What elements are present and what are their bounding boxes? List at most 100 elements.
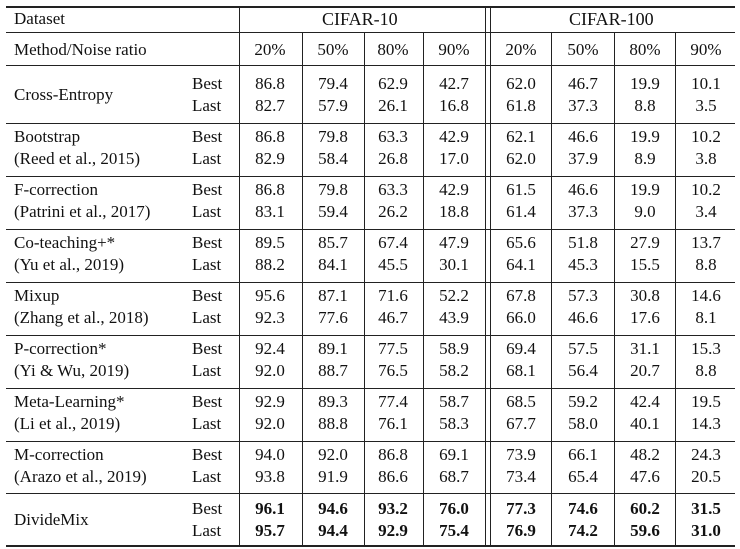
row-type-label: Last bbox=[192, 149, 222, 168]
table-cell: 19.9 bbox=[630, 180, 660, 199]
row-type-label: Last bbox=[192, 467, 222, 486]
table-cell: 45.3 bbox=[568, 255, 598, 274]
method-noise-header: Method/Noise ratio bbox=[14, 40, 147, 59]
table-cell: 88.8 bbox=[318, 414, 348, 433]
method-name: Mixup bbox=[14, 286, 60, 305]
method-name: DivideMix bbox=[14, 510, 89, 529]
table-cell: 58.7 bbox=[439, 392, 469, 411]
table-cell: 43.9 bbox=[439, 308, 469, 327]
table-cell: 86.8 bbox=[255, 180, 285, 199]
table-cell: 16.8 bbox=[439, 96, 469, 115]
table-cell: 8.8 bbox=[634, 96, 656, 115]
method-citation: (Zhang et al., 2018) bbox=[14, 308, 149, 327]
table-cell: 67.7 bbox=[506, 414, 536, 433]
row-type-label: Best bbox=[192, 233, 223, 252]
table-cell: 89.3 bbox=[318, 392, 348, 411]
table-cell: 58.3 bbox=[439, 414, 469, 433]
column-separator bbox=[485, 7, 487, 545]
table-cell: 92.4 bbox=[255, 339, 285, 358]
table-cell: 58.0 bbox=[568, 414, 598, 433]
table-cell: 75.4 bbox=[439, 521, 469, 540]
table-cell: 79.8 bbox=[318, 180, 348, 199]
horizontal-rule bbox=[6, 123, 735, 124]
horizontal-rule bbox=[6, 65, 735, 66]
table-cell: 60.2 bbox=[630, 499, 660, 518]
table-cell: 31.5 bbox=[691, 499, 721, 518]
table-cell: 82.7 bbox=[255, 96, 285, 115]
table-cell: 69.1 bbox=[439, 445, 469, 464]
table-cell: 73.9 bbox=[506, 445, 536, 464]
row-type-label: Last bbox=[192, 361, 222, 380]
table-cell: 69.4 bbox=[506, 339, 536, 358]
row-type-label: Last bbox=[192, 96, 222, 115]
table-cell: 15.3 bbox=[691, 339, 721, 358]
table-cell: 46.7 bbox=[378, 308, 408, 327]
table-cell: 89.1 bbox=[318, 339, 348, 358]
cifar10-header: CIFAR-10 bbox=[322, 9, 398, 29]
table-cell: 20.5 bbox=[691, 467, 721, 486]
horizontal-rule bbox=[6, 545, 735, 547]
table-cell: 86.8 bbox=[255, 127, 285, 146]
table-cell: 96.1 bbox=[255, 499, 285, 518]
table-cell: 64.1 bbox=[506, 255, 536, 274]
dataset-header: Dataset bbox=[14, 9, 65, 28]
table-cell: 58.2 bbox=[439, 361, 469, 380]
table-cell: 59.4 bbox=[318, 202, 348, 221]
method-name: P-correction* bbox=[14, 339, 107, 358]
row-type-label: Best bbox=[192, 180, 223, 199]
row-type-label: Best bbox=[192, 392, 223, 411]
table-cell: 17.6 bbox=[630, 308, 660, 327]
table-cell: 14.6 bbox=[691, 286, 721, 305]
table-cell: 85.7 bbox=[318, 233, 348, 252]
table-cell: 57.3 bbox=[568, 286, 598, 305]
table-cell: 20.7 bbox=[630, 361, 660, 380]
table-cell: 77.4 bbox=[378, 392, 408, 411]
table-cell: 42.4 bbox=[630, 392, 660, 411]
row-type-label: Last bbox=[192, 521, 222, 540]
table-cell: 76.9 bbox=[506, 521, 536, 540]
table-cell: 15.5 bbox=[630, 255, 660, 274]
table-cell: 19.9 bbox=[630, 127, 660, 146]
table-cell: 66.0 bbox=[506, 308, 536, 327]
table-cell: 88.2 bbox=[255, 255, 285, 274]
table-cell: 56.4 bbox=[568, 361, 598, 380]
table-cell: 8.8 bbox=[695, 361, 717, 380]
table-cell: 31.0 bbox=[691, 521, 721, 540]
table-cell: 94.6 bbox=[318, 499, 348, 518]
table-cell: 8.8 bbox=[695, 255, 717, 274]
table-cell: 93.8 bbox=[255, 467, 285, 486]
horizontal-rule bbox=[6, 32, 735, 33]
table-cell: 19.5 bbox=[691, 392, 721, 411]
table-cell: 62.9 bbox=[378, 74, 408, 93]
table-cell: 76.0 bbox=[439, 499, 469, 518]
table-cell: 92.3 bbox=[255, 308, 285, 327]
table-cell: 79.8 bbox=[318, 127, 348, 146]
table-cell: 89.5 bbox=[255, 233, 285, 252]
noise-ratio-header: 50% bbox=[567, 40, 599, 59]
table-cell: 62.0 bbox=[506, 149, 536, 168]
table-cell: 10.2 bbox=[691, 180, 721, 199]
table-cell: 51.8 bbox=[568, 233, 598, 252]
noise-ratio-header: 20% bbox=[254, 40, 286, 59]
method-citation: (Yi & Wu, 2019) bbox=[14, 361, 130, 380]
table-cell: 24.3 bbox=[691, 445, 721, 464]
row-type-label: Best bbox=[192, 74, 223, 93]
table-cell: 10.2 bbox=[691, 127, 721, 146]
table-cell: 73.4 bbox=[506, 467, 536, 486]
table-cell: 84.1 bbox=[318, 255, 348, 274]
horizontal-rule bbox=[6, 388, 735, 389]
horizontal-rule bbox=[6, 335, 735, 336]
table-cell: 30.1 bbox=[439, 255, 469, 274]
table-cell: 68.7 bbox=[439, 467, 469, 486]
table-cell: 61.5 bbox=[506, 180, 536, 199]
table-cell: 42.7 bbox=[439, 74, 469, 93]
table-cell: 47.6 bbox=[630, 467, 660, 486]
table-cell: 57.9 bbox=[318, 96, 348, 115]
table-cell: 95.6 bbox=[255, 286, 285, 305]
row-type-label: Best bbox=[192, 127, 223, 146]
method-citation: (Li et al., 2019) bbox=[14, 414, 121, 433]
table-cell: 82.9 bbox=[255, 149, 285, 168]
row-type-label: Last bbox=[192, 255, 222, 274]
table-cell: 66.1 bbox=[568, 445, 598, 464]
horizontal-rule bbox=[6, 441, 735, 442]
